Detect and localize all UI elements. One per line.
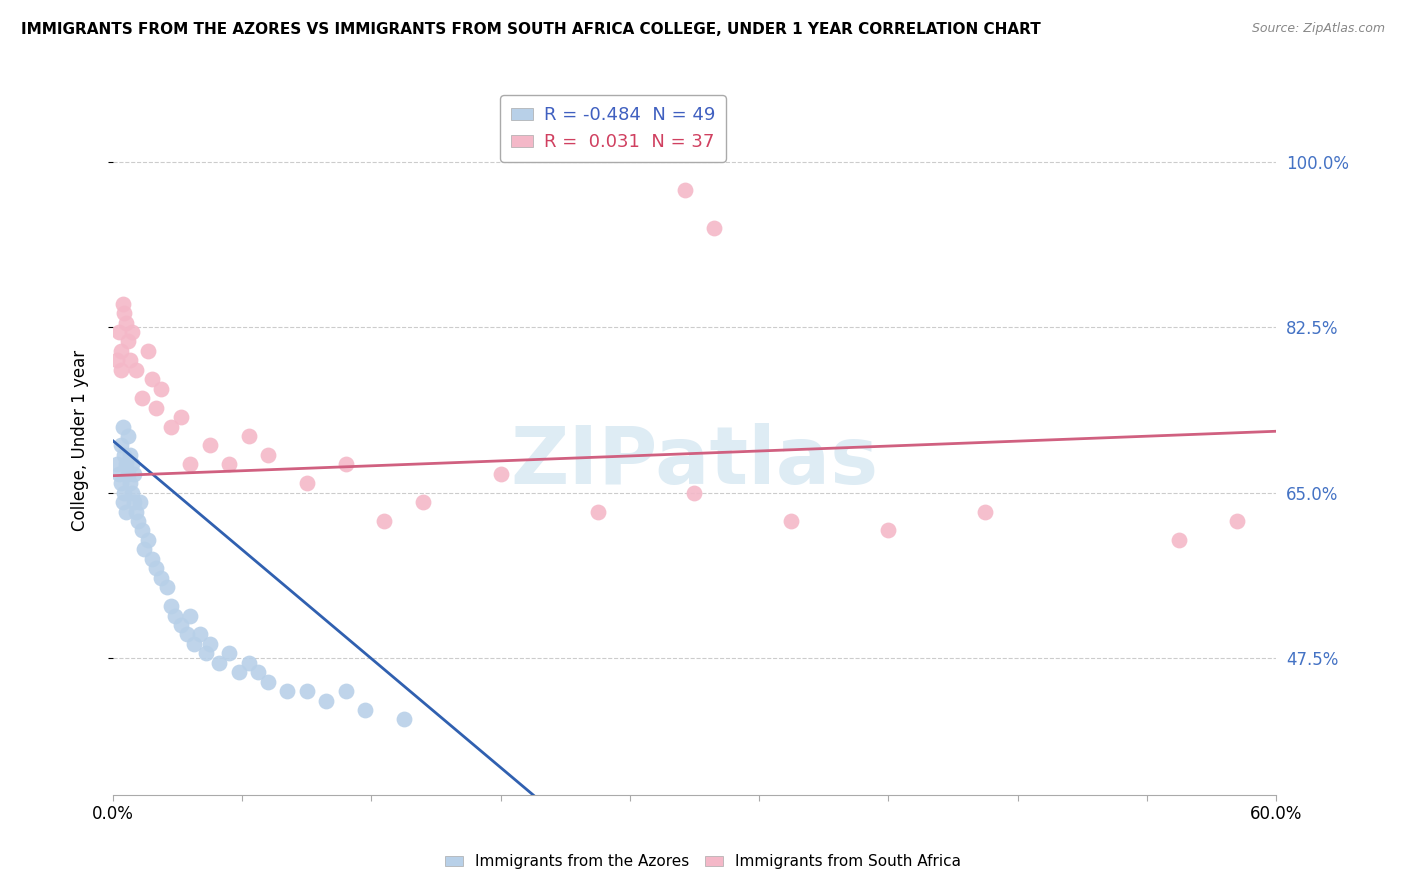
Point bbox=[117, 429, 139, 443]
Point bbox=[392, 713, 415, 727]
Point bbox=[335, 458, 357, 472]
Point bbox=[121, 485, 143, 500]
Point bbox=[194, 646, 217, 660]
Point bbox=[160, 599, 183, 613]
Point bbox=[141, 551, 163, 566]
Point bbox=[295, 476, 318, 491]
Point bbox=[121, 458, 143, 472]
Point bbox=[129, 495, 152, 509]
Point bbox=[105, 458, 128, 472]
Point bbox=[120, 476, 142, 491]
Point bbox=[183, 637, 205, 651]
Point bbox=[105, 353, 128, 368]
Point bbox=[354, 703, 377, 717]
Point bbox=[295, 684, 318, 698]
Point bbox=[107, 467, 129, 481]
Point bbox=[125, 505, 148, 519]
Point bbox=[176, 627, 198, 641]
Point bbox=[170, 410, 193, 425]
Point bbox=[683, 485, 706, 500]
Text: Source: ZipAtlas.com: Source: ZipAtlas.com bbox=[1251, 22, 1385, 36]
Point bbox=[117, 467, 139, 481]
Point bbox=[115, 458, 138, 472]
Point bbox=[877, 524, 900, 538]
Point bbox=[107, 325, 129, 339]
Point bbox=[136, 533, 159, 547]
Point bbox=[247, 665, 270, 680]
Point bbox=[188, 627, 211, 641]
Point bbox=[373, 514, 395, 528]
Point bbox=[141, 372, 163, 386]
Point bbox=[122, 467, 145, 481]
Point bbox=[114, 448, 136, 462]
Point bbox=[238, 429, 260, 443]
Point bbox=[974, 505, 997, 519]
Point bbox=[315, 693, 337, 707]
Point bbox=[1226, 514, 1249, 528]
Point bbox=[1168, 533, 1191, 547]
Point bbox=[110, 343, 132, 358]
Point bbox=[703, 221, 725, 235]
Point bbox=[120, 353, 142, 368]
Point bbox=[156, 580, 179, 594]
Point bbox=[111, 495, 134, 509]
Point bbox=[780, 514, 803, 528]
Point bbox=[150, 382, 173, 396]
Point bbox=[136, 343, 159, 358]
Point bbox=[228, 665, 250, 680]
Point bbox=[114, 485, 136, 500]
Text: ZIPatlas: ZIPatlas bbox=[510, 423, 879, 501]
Point bbox=[122, 495, 145, 509]
Point bbox=[276, 684, 298, 698]
Point bbox=[127, 514, 149, 528]
Point bbox=[114, 306, 136, 320]
Point bbox=[179, 458, 201, 472]
Point bbox=[115, 316, 138, 330]
Point bbox=[170, 618, 193, 632]
Point bbox=[110, 476, 132, 491]
Point bbox=[120, 448, 142, 462]
Point bbox=[160, 419, 183, 434]
Legend: Immigrants from the Azores, Immigrants from South Africa: Immigrants from the Azores, Immigrants f… bbox=[439, 848, 967, 875]
Point bbox=[238, 656, 260, 670]
Point bbox=[121, 325, 143, 339]
Point bbox=[412, 495, 434, 509]
Point bbox=[117, 334, 139, 349]
Y-axis label: College, Under 1 year: College, Under 1 year bbox=[72, 351, 89, 532]
Point bbox=[179, 608, 201, 623]
Point bbox=[489, 467, 512, 481]
Point bbox=[257, 448, 280, 462]
Point bbox=[145, 561, 167, 575]
Point bbox=[335, 684, 357, 698]
Point bbox=[132, 542, 155, 557]
Point bbox=[208, 656, 231, 670]
Point bbox=[150, 571, 173, 585]
Point bbox=[110, 438, 132, 452]
Point bbox=[673, 183, 696, 197]
Point bbox=[257, 674, 280, 689]
Legend: R = -0.484  N = 49, R =  0.031  N = 37: R = -0.484 N = 49, R = 0.031 N = 37 bbox=[501, 95, 725, 162]
Point bbox=[131, 524, 153, 538]
Point bbox=[586, 505, 609, 519]
Point bbox=[198, 637, 221, 651]
Point bbox=[145, 401, 167, 415]
Point bbox=[115, 505, 138, 519]
Point bbox=[125, 363, 148, 377]
Text: IMMIGRANTS FROM THE AZORES VS IMMIGRANTS FROM SOUTH AFRICA COLLEGE, UNDER 1 YEAR: IMMIGRANTS FROM THE AZORES VS IMMIGRANTS… bbox=[21, 22, 1040, 37]
Point bbox=[218, 458, 240, 472]
Point bbox=[163, 608, 186, 623]
Point bbox=[110, 363, 132, 377]
Point bbox=[111, 296, 134, 310]
Point bbox=[218, 646, 240, 660]
Point bbox=[198, 438, 221, 452]
Point bbox=[111, 419, 134, 434]
Point bbox=[131, 391, 153, 405]
